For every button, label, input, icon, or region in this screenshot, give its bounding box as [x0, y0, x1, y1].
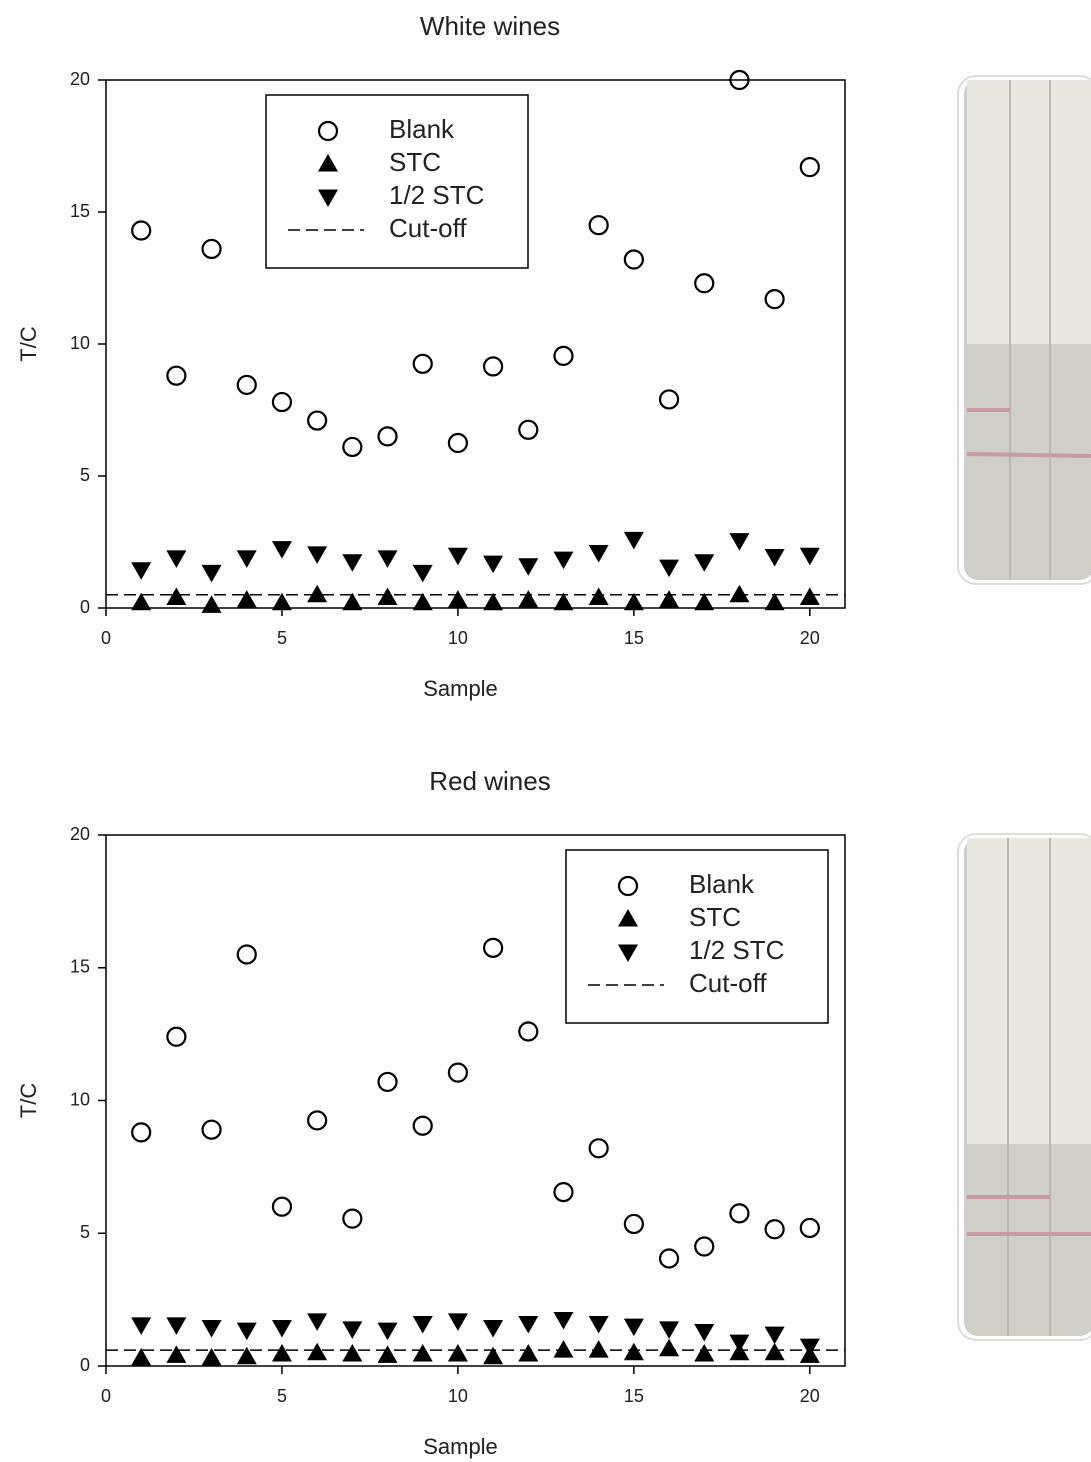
y-tick-label: 15	[70, 957, 90, 977]
legend-label: Cut-off	[389, 213, 467, 243]
y-tick-label: 20	[70, 69, 90, 89]
x-tick-label: 10	[448, 1386, 468, 1406]
x-tick-label: 15	[624, 1386, 644, 1406]
x-axis-label: Sample	[423, 676, 498, 701]
y-axis-label: T/C	[16, 1083, 41, 1119]
figure: White wines Sample T/C 0 5 10 15 20 0 5 10 15 20 Blan…	[0, 0, 1091, 1462]
legend-label: STC	[689, 902, 741, 932]
x-tick-label: 10	[448, 628, 468, 648]
x-tick-label: 5	[277, 628, 287, 648]
y-tick-label: 20	[70, 824, 90, 844]
y-tick-label: 15	[70, 201, 90, 221]
y-axis-label: T/C	[16, 326, 41, 362]
legend-label: 1/2 STC	[389, 180, 484, 210]
chart-title: White wines	[420, 11, 560, 41]
y-tick-label: 10	[70, 333, 90, 353]
x-tick-label: 20	[800, 1386, 820, 1406]
legend-label: Blank	[389, 114, 455, 144]
x-axis-label: Sample	[423, 1434, 498, 1459]
x-tick-label: 0	[101, 1386, 111, 1406]
legend-label: Blank	[689, 869, 755, 899]
strip-photo	[958, 834, 1091, 1340]
strip-photo	[958, 76, 1091, 584]
legend-label: Cut-off	[689, 968, 767, 998]
legend-label: STC	[389, 147, 441, 177]
x-tick-label: 15	[624, 628, 644, 648]
x-tick-label: 20	[800, 628, 820, 648]
x-tick-label: 5	[277, 1386, 287, 1406]
legend-label: 1/2 STC	[689, 935, 784, 965]
y-tick-label: 5	[80, 465, 90, 485]
y-tick-label: 0	[80, 597, 90, 617]
y-tick-label: 5	[80, 1222, 90, 1242]
chart-title: Red wines	[429, 766, 550, 796]
background	[0, 0, 1091, 1462]
y-tick-label: 0	[80, 1355, 90, 1375]
y-tick-label: 10	[70, 1089, 90, 1109]
x-tick-label: 0	[101, 628, 111, 648]
